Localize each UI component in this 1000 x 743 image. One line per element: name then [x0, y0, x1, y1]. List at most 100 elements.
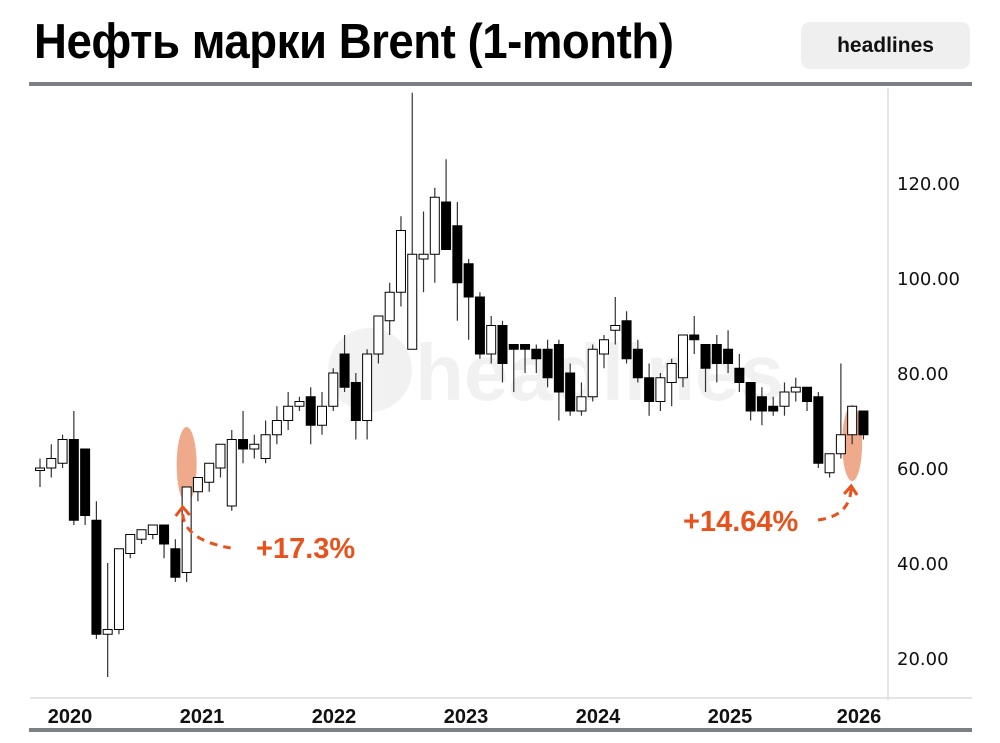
candle-up: [407, 253, 418, 350]
candles: [35, 92, 869, 677]
candle-down: [508, 344, 519, 350]
candle-up: [373, 315, 384, 355]
candle-up: [102, 629, 113, 635]
candle-up: [790, 386, 801, 393]
candle-down: [700, 344, 711, 369]
candle-up: [136, 529, 147, 540]
candle-down: [339, 353, 350, 388]
x-tick-label: 2025: [708, 706, 753, 728]
candle-down: [463, 263, 474, 298]
candle-down: [565, 372, 576, 412]
candle-down: [350, 382, 361, 421]
candle-up: [328, 372, 339, 407]
candle-up: [249, 443, 260, 450]
candle-up: [204, 462, 215, 483]
candle-down: [745, 382, 756, 412]
candle-up: [779, 391, 790, 407]
x-axis-ticks: 2020 2021 2022 2023 2024 2025 2026: [48, 706, 882, 728]
candle-down: [858, 410, 869, 436]
footer-rule: [29, 728, 972, 732]
arrowhead-icon: [174, 504, 191, 517]
y-tick-label: 120.00: [897, 174, 960, 195]
y-tick-label: 80.00: [897, 364, 949, 385]
candle-up: [824, 453, 835, 474]
x-tick-label: 2022: [312, 706, 357, 728]
candle-down: [621, 320, 632, 360]
candle-down: [711, 344, 722, 364]
candle-down: [159, 524, 170, 545]
candle-up: [486, 325, 497, 355]
x-tick-label: 2023: [444, 706, 489, 728]
brand-label: headlines: [837, 33, 934, 57]
candle-up: [655, 377, 666, 402]
candle-up: [384, 291, 395, 322]
annotation-arrow: [817, 487, 853, 522]
x-tick-label: 2024: [576, 706, 621, 728]
candle-down: [632, 348, 643, 379]
brand-badge[interactable]: headlines: [801, 22, 970, 69]
candle-up: [610, 325, 621, 331]
y-tick-label: 20.00: [897, 649, 949, 670]
candle-up: [576, 396, 587, 412]
candle-up: [226, 439, 237, 507]
header-rule: [29, 82, 972, 86]
annotation-arrow: [181, 513, 231, 550]
candle-down: [452, 225, 463, 284]
candle-down: [813, 396, 824, 464]
candle-up: [147, 524, 158, 535]
candle-down: [497, 325, 508, 364]
candle-down: [734, 367, 745, 383]
candle-down: [520, 344, 531, 350]
y-axis-ticks: 20.00 40.00 60.00 80.00 100.00 120.00: [897, 174, 960, 670]
candle-up: [125, 534, 136, 554]
candle-up: [418, 253, 429, 260]
candle-down: [238, 439, 249, 450]
candle-down: [474, 296, 485, 355]
candle-up: [260, 434, 271, 459]
y-tick-label: 60.00: [897, 459, 949, 480]
annotations: +17.3% +14.64%: [174, 483, 859, 565]
candle-up: [677, 334, 688, 379]
candle-up: [362, 353, 373, 421]
x-tick-label: 2020: [48, 706, 93, 728]
candle-up: [46, 458, 57, 469]
highlight-ellipses: [176, 405, 863, 503]
candle-down: [768, 405, 779, 412]
candle-down: [542, 348, 553, 379]
candle-down: [441, 201, 452, 250]
arrowhead-icon: [843, 483, 859, 496]
candle-up: [113, 548, 124, 630]
annotation-label: +17.3%: [256, 533, 355, 565]
candle-up: [395, 230, 406, 293]
candle-down: [802, 386, 813, 402]
candle-up: [271, 420, 282, 436]
candle-up: [35, 467, 45, 471]
candle-up: [666, 363, 677, 383]
candle-down: [91, 519, 102, 635]
candle-up: [587, 348, 598, 398]
candle-down: [689, 334, 700, 341]
page-title: Нефть марки Brent (1-month): [34, 15, 674, 69]
candle-down: [305, 396, 316, 426]
candle-up: [835, 434, 846, 455]
candle-up: [57, 439, 68, 464]
candle-down: [553, 344, 564, 393]
candle-down: [531, 348, 542, 360]
x-tick-label: 2026: [837, 706, 882, 728]
x-tick-label: 2021: [180, 706, 225, 728]
candle-down: [80, 448, 91, 516]
candle-down: [644, 377, 655, 402]
candle-up: [294, 401, 305, 407]
candle-down: [170, 548, 181, 578]
candle-up: [283, 405, 294, 421]
candle-down: [68, 439, 79, 521]
candle-up: [599, 339, 609, 355]
candle-down: [756, 396, 767, 412]
candle-down: [723, 348, 734, 364]
y-tick-label: 100.00: [897, 269, 960, 290]
candle-up: [317, 405, 327, 426]
y-tick-label: 40.00: [897, 554, 949, 575]
highlight-ellipse: [176, 427, 197, 503]
candle-up: [847, 405, 858, 436]
